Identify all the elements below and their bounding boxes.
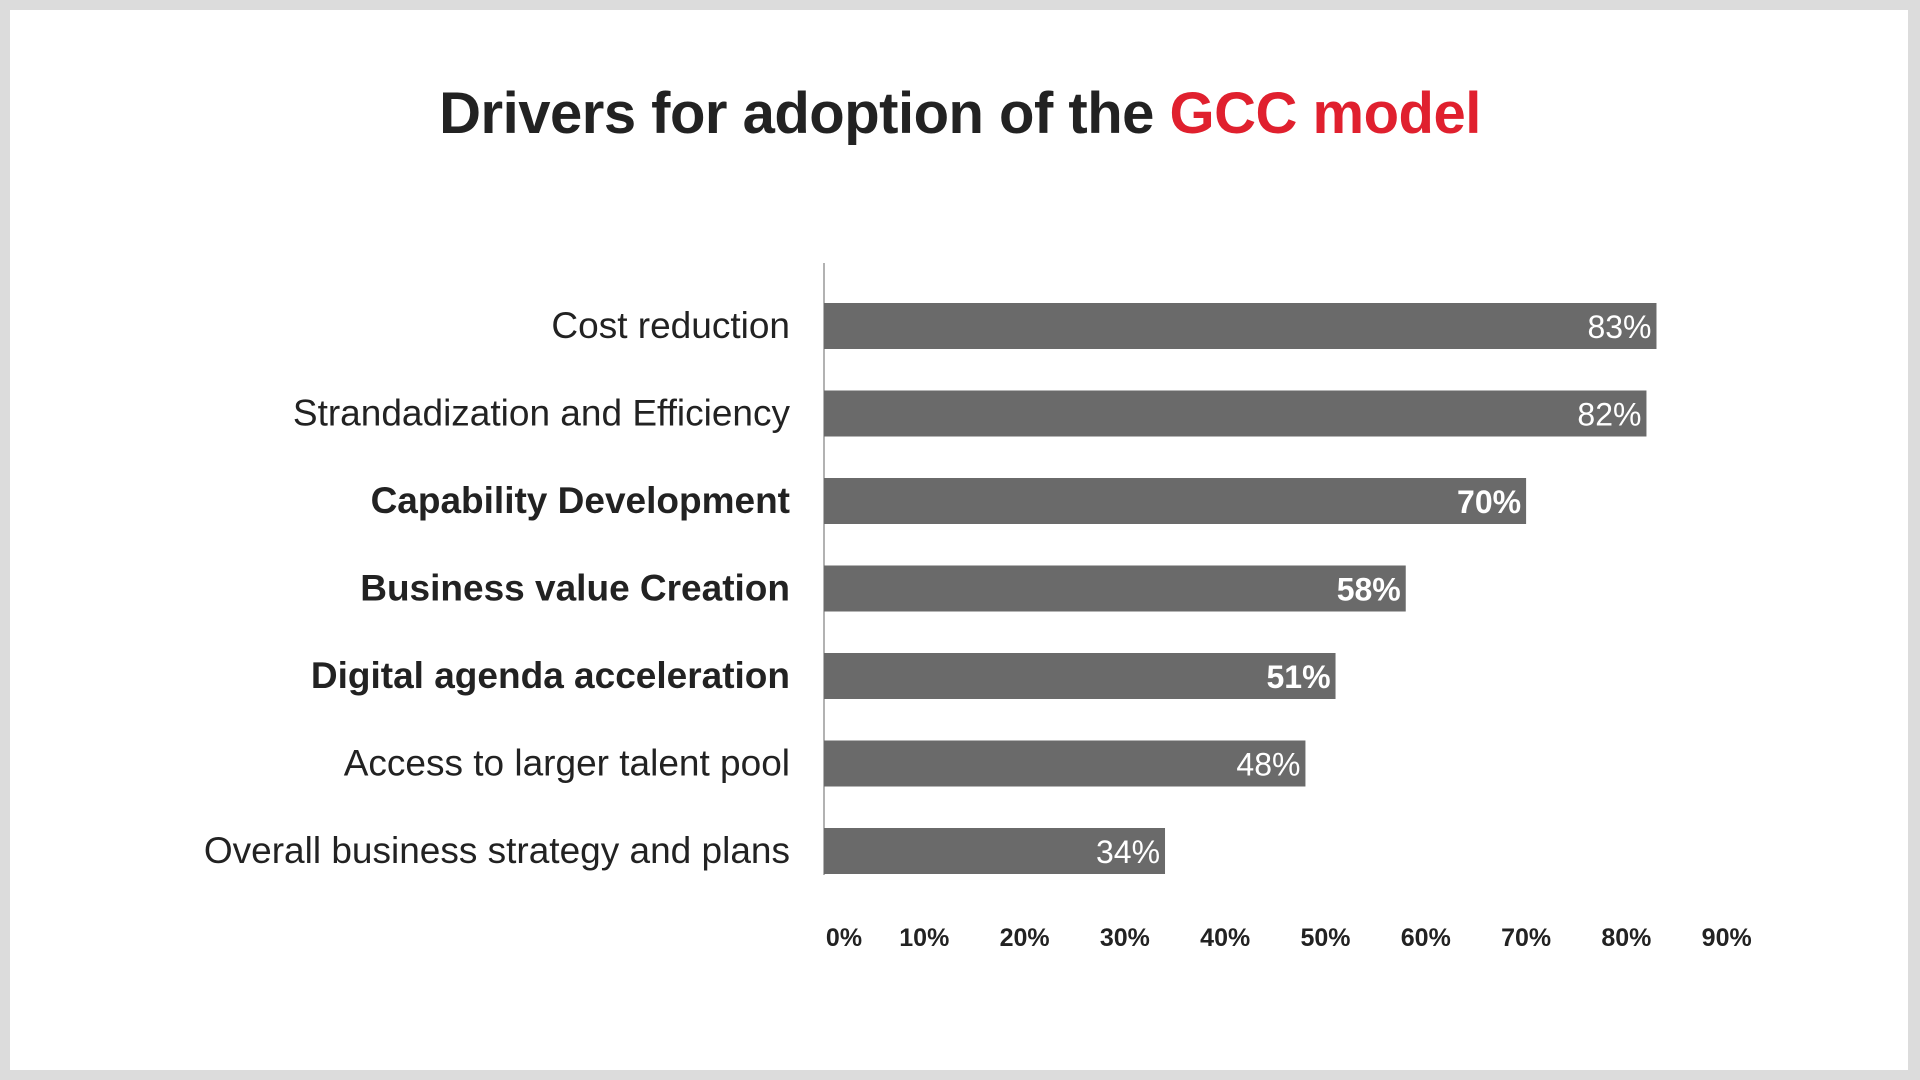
bar [824,303,1657,349]
chart-title-highlight: GCC model [1169,81,1482,146]
category-label: Digital agenda acceleration [311,655,790,696]
x-tick-label: 70% [1501,924,1551,952]
x-tick-label: 40% [1200,924,1250,952]
x-tick-label: 10% [899,924,949,952]
data-label: 34% [1096,834,1160,870]
x-tick-label: 60% [1401,924,1451,952]
category-label: Access to larger talent pool [344,743,790,784]
x-tick-label: 0% [826,924,862,952]
bar [824,390,1647,437]
category-label: Strandadization and Efficiency [293,393,791,434]
category-label: Business value Creation [360,568,790,609]
category-label: Capability Development [371,480,790,521]
x-tick-label: 50% [1300,924,1350,952]
category-label: Overall business strategy and plans [204,830,790,871]
chart-card [10,10,1908,1070]
bar [824,478,1527,524]
bar [824,565,1406,612]
chart-title: Drivers for adoption of the GCC model [0,80,1920,147]
data-label: 70% [1457,484,1521,520]
bar [824,828,1166,874]
data-label: 58% [1337,572,1401,608]
data-label: 82% [1577,397,1641,433]
data-label: 48% [1236,747,1300,783]
x-tick-label: 30% [1100,924,1150,952]
bar [824,740,1306,787]
x-tick-label: 90% [1702,924,1752,952]
bar [824,653,1336,699]
chart-title-main: Drivers for adoption of the [439,81,1170,146]
data-label: 83% [1587,309,1651,345]
x-tick-label: 80% [1601,924,1651,952]
x-tick-label: 20% [1000,924,1050,952]
category-label: Cost reduction [551,305,790,346]
data-label: 51% [1266,659,1330,695]
